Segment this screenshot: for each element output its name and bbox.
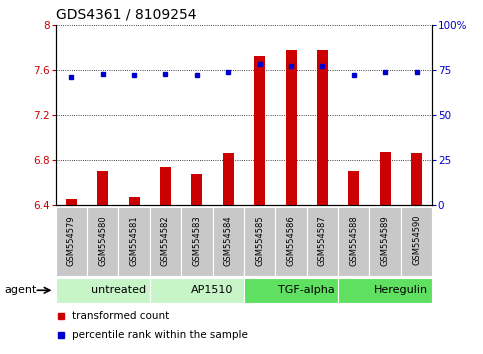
Bar	[128, 198, 140, 205]
Bar	[401, 207, 432, 276]
Text: GDS4361 / 8109254: GDS4361 / 8109254	[56, 7, 196, 21]
Bar	[244, 207, 275, 276]
Bar	[191, 174, 202, 205]
Bar	[380, 152, 391, 205]
Bar	[181, 207, 213, 276]
Bar	[213, 207, 244, 276]
Bar	[244, 278, 338, 303]
Bar	[254, 56, 265, 205]
Text: AP1510: AP1510	[191, 285, 234, 295]
Bar	[369, 207, 401, 276]
Text: GSM554585: GSM554585	[255, 215, 264, 266]
Text: TGF-alpha: TGF-alpha	[278, 285, 335, 295]
Text: GSM554584: GSM554584	[224, 215, 233, 266]
Text: GSM554586: GSM554586	[286, 215, 296, 266]
Text: untreated: untreated	[91, 285, 146, 295]
Text: GSM554581: GSM554581	[129, 215, 139, 266]
Bar	[223, 153, 234, 205]
Bar	[160, 167, 171, 205]
Bar	[285, 50, 297, 205]
Text: GSM554589: GSM554589	[381, 215, 390, 266]
Bar	[348, 171, 359, 205]
Bar	[275, 207, 307, 276]
Bar	[66, 199, 77, 205]
Text: percentile rank within the sample: percentile rank within the sample	[72, 330, 248, 340]
Bar	[317, 50, 328, 205]
Text: GSM554590: GSM554590	[412, 215, 421, 266]
Bar	[338, 207, 369, 276]
Bar	[411, 153, 422, 205]
Bar	[118, 207, 150, 276]
Bar	[150, 207, 181, 276]
Text: GSM554579: GSM554579	[67, 215, 76, 266]
Bar	[150, 278, 244, 303]
Text: transformed count: transformed count	[72, 311, 170, 321]
Text: GSM554588: GSM554588	[349, 215, 358, 266]
Text: GSM554580: GSM554580	[98, 215, 107, 266]
Text: GSM554583: GSM554583	[192, 215, 201, 266]
Bar	[338, 278, 432, 303]
Bar	[56, 278, 150, 303]
Text: GSM554582: GSM554582	[161, 215, 170, 266]
Bar	[97, 171, 108, 205]
Text: agent: agent	[4, 285, 37, 295]
Text: GSM554587: GSM554587	[318, 215, 327, 266]
Text: Heregulin: Heregulin	[374, 285, 428, 295]
Bar	[307, 207, 338, 276]
Bar	[56, 207, 87, 276]
Bar	[87, 207, 118, 276]
